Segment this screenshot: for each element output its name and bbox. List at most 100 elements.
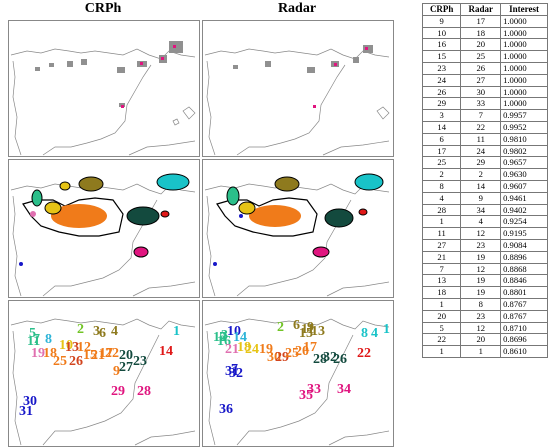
cell-crph: 21 bbox=[421, 250, 462, 264]
table-row: 3 7 0.9957 bbox=[421, 109, 548, 122]
cell-radar: 23 bbox=[460, 309, 502, 323]
object-red bbox=[160, 210, 170, 218]
rain-cell bbox=[161, 57, 164, 60]
radar-object-label: 29 bbox=[275, 350, 289, 365]
radar-object-label: 3 bbox=[221, 328, 228, 343]
cell-crph: 14 bbox=[421, 120, 462, 134]
cell-interest: 0.8610 bbox=[500, 345, 548, 358]
coastline bbox=[10, 318, 196, 330]
cell-interest: 0.8696 bbox=[500, 333, 548, 347]
crph-object-label: 6 bbox=[99, 326, 106, 341]
object-magenta bbox=[312, 246, 330, 258]
radar-map-raw bbox=[202, 20, 394, 157]
cell-radar: 12 bbox=[460, 321, 502, 335]
object-outline bbox=[22, 197, 124, 237]
table-body: 9 17 1.0000 10 18 1.0000 16 20 1.0000 15 25 1.0000 2… bbox=[421, 14, 548, 358]
coastline-africa bbox=[328, 430, 390, 446]
radar-object-label: 9 bbox=[307, 320, 314, 335]
object-olive bbox=[274, 176, 300, 192]
cell-radar: 2 bbox=[460, 168, 502, 181]
cell-interest: 0.9952 bbox=[500, 120, 548, 134]
island-coast bbox=[376, 106, 390, 120]
crph-object-label: 30 bbox=[23, 394, 37, 409]
table-row: 15 25 1.0000 bbox=[421, 50, 548, 63]
cell-crph: 22 bbox=[421, 333, 462, 347]
rain-cell bbox=[313, 105, 316, 108]
cell-interest: 0.9607 bbox=[500, 179, 548, 193]
cell-crph: 11 bbox=[421, 227, 462, 240]
radar-object-label: 17 bbox=[303, 340, 317, 355]
object-olive bbox=[78, 176, 104, 192]
radar-object-label: 24 bbox=[245, 342, 259, 357]
radar-map-objects bbox=[202, 159, 394, 298]
radar-object-label: 16 bbox=[217, 334, 231, 349]
object-pink bbox=[30, 211, 36, 217]
cell-crph: 10 bbox=[421, 26, 462, 40]
cell-interest: 1.0000 bbox=[500, 26, 548, 40]
radar-object-label: 12 bbox=[213, 330, 227, 345]
cloud-cell bbox=[233, 65, 238, 69]
crph-object-label: 15 bbox=[83, 348, 97, 363]
object-cyan bbox=[354, 173, 384, 191]
table-row: 21 19 0.8896 bbox=[421, 250, 548, 264]
radar-object-label: 1 bbox=[383, 322, 390, 337]
table-row: 17 24 0.9802 bbox=[421, 144, 548, 158]
cell-crph: 13 bbox=[421, 274, 462, 288]
table-row: 1 1 0.8610 bbox=[421, 345, 548, 358]
cell-radar: 23 bbox=[460, 238, 502, 252]
cell-radar: 33 bbox=[460, 97, 502, 111]
cell-crph: 15 bbox=[421, 50, 462, 63]
cell-crph: 2 bbox=[421, 168, 462, 181]
radar-object-label: 36 bbox=[219, 402, 233, 417]
cell-radar: 30 bbox=[460, 85, 502, 99]
rain-cell bbox=[121, 105, 124, 108]
cell-crph: 16 bbox=[421, 38, 462, 52]
radar-column-title: Radar bbox=[277, 1, 317, 16]
cell-interest: 0.9195 bbox=[500, 227, 548, 240]
cell-interest: 0.8767 bbox=[500, 297, 548, 311]
cloud-cell bbox=[353, 57, 359, 63]
radar-object-label: 2 bbox=[277, 320, 284, 335]
radar-object-label: 26 bbox=[333, 352, 347, 367]
coastline-west bbox=[12, 60, 22, 156]
coastline-africa bbox=[128, 140, 196, 156]
crph-object-label: 3 bbox=[93, 324, 100, 339]
radar-object-label: 32 bbox=[323, 350, 337, 365]
cell-crph: 9 bbox=[421, 14, 462, 28]
table-row: 13 19 0.8846 bbox=[421, 274, 548, 288]
crph-object-label: 4 bbox=[111, 324, 118, 339]
radar-object-label: 13 bbox=[311, 324, 325, 339]
cell-radar: 14 bbox=[460, 179, 502, 193]
cell-crph: 8 bbox=[421, 179, 462, 193]
radar-object-label: 5 bbox=[219, 330, 226, 345]
crph-objects-svg bbox=[10, 173, 196, 297]
cell-radar: 1 bbox=[460, 345, 502, 358]
object-cyan bbox=[156, 173, 190, 191]
coastline bbox=[204, 318, 390, 330]
object-blue bbox=[213, 262, 217, 266]
table-row: 18 19 0.8801 bbox=[421, 286, 548, 299]
table-row: 9 17 1.0000 bbox=[421, 14, 548, 28]
crph-object-label: 18 bbox=[43, 346, 57, 361]
crph-object-label: 22 bbox=[105, 346, 119, 361]
cell-interest: 0.9402 bbox=[500, 203, 548, 217]
island-coast bbox=[182, 106, 196, 120]
coastline-africa bbox=[134, 430, 196, 446]
cell-interest: 1.0000 bbox=[500, 97, 548, 111]
radar-object-label: 8 bbox=[361, 326, 368, 341]
cell-interest: 1.0000 bbox=[500, 85, 548, 99]
radar-object-label: 35 bbox=[299, 388, 313, 403]
cell-radar: 19 bbox=[460, 250, 502, 264]
cell-interest: 0.8710 bbox=[500, 321, 548, 335]
crph-raw-svg bbox=[10, 41, 196, 156]
cell-radar: 24 bbox=[460, 144, 502, 158]
cell-radar: 22 bbox=[460, 120, 502, 134]
crph-object-label: 5 bbox=[29, 326, 36, 341]
radar-object-label: 21 bbox=[225, 342, 239, 357]
radar-object-label: 25 bbox=[285, 346, 299, 361]
cloud-cell bbox=[265, 61, 271, 67]
island-coast bbox=[172, 118, 180, 126]
table-row: 27 23 0.9084 bbox=[421, 238, 548, 252]
